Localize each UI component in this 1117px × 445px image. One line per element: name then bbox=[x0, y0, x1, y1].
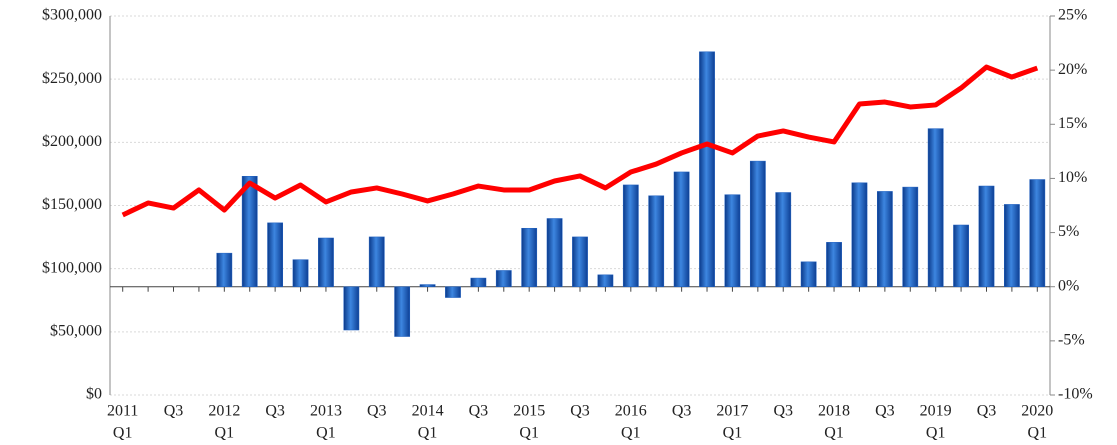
x-tick-label: Q1 bbox=[418, 425, 438, 442]
x-tick-label: Q3 bbox=[977, 403, 997, 420]
y-tick-label: $250,000 bbox=[42, 70, 102, 87]
bar bbox=[749, 160, 766, 287]
x-year-label: 2020 bbox=[1021, 403, 1053, 420]
x-tick-label: Q3 bbox=[875, 403, 895, 420]
x-tick-label: Q1 bbox=[723, 425, 743, 442]
bar bbox=[1029, 179, 1046, 287]
x-year-label: 2016 bbox=[615, 403, 647, 420]
bar bbox=[902, 186, 919, 287]
bar bbox=[445, 286, 461, 298]
x-year-label: 2018 bbox=[818, 403, 850, 420]
x-tick-label: Q1 bbox=[926, 425, 946, 442]
bar bbox=[673, 171, 690, 287]
bar bbox=[876, 191, 893, 287]
x-year-label: 2012 bbox=[208, 403, 240, 420]
x-year-label: 2017 bbox=[716, 403, 748, 420]
bar bbox=[978, 185, 995, 287]
y2-tick-label: 10% bbox=[1058, 169, 1087, 186]
bar bbox=[724, 194, 741, 287]
bar bbox=[546, 218, 563, 287]
bar bbox=[622, 184, 639, 287]
y2-tick-label: 15% bbox=[1058, 115, 1087, 132]
x-tick-label: Q1 bbox=[1028, 425, 1048, 442]
bar bbox=[572, 236, 588, 287]
bar bbox=[699, 51, 715, 287]
bar bbox=[292, 259, 309, 287]
bar bbox=[953, 224, 969, 287]
x-year-label: 2011 bbox=[107, 403, 138, 420]
y2-tick-label: 20% bbox=[1058, 61, 1087, 78]
bar bbox=[216, 252, 233, 287]
bar bbox=[648, 195, 665, 287]
y2-tick-label: -5% bbox=[1058, 332, 1085, 349]
x-tick-label: Q1 bbox=[621, 425, 641, 442]
bar bbox=[1004, 204, 1020, 287]
x-tick-label: Q1 bbox=[519, 425, 539, 442]
x-tick-label: Q1 bbox=[215, 425, 235, 442]
x-tick-label: Q1 bbox=[316, 425, 336, 442]
y-tick-label: $150,000 bbox=[42, 196, 102, 213]
x-year-label: 2014 bbox=[412, 403, 444, 420]
bar bbox=[267, 222, 284, 287]
bar bbox=[495, 270, 512, 287]
y-tick-label: $0 bbox=[86, 386, 102, 403]
x-tick-label: Q3 bbox=[672, 403, 692, 420]
bar bbox=[241, 176, 258, 287]
y2-tick-label: 25% bbox=[1058, 7, 1087, 24]
y-tick-label: $300,000 bbox=[42, 7, 102, 24]
x-tick-label: Q3 bbox=[265, 403, 285, 420]
bar bbox=[318, 237, 334, 287]
x-tick-label: Q3 bbox=[367, 403, 387, 420]
bar bbox=[470, 277, 487, 287]
bar bbox=[826, 242, 842, 287]
bar bbox=[851, 182, 868, 287]
bar bbox=[343, 286, 360, 331]
line bbox=[121, 64, 1039, 218]
bar bbox=[419, 284, 436, 287]
bar bbox=[394, 286, 411, 337]
y2-tick-label: 0% bbox=[1058, 277, 1079, 294]
x-tick-label: Q3 bbox=[164, 403, 184, 420]
x-tick-label: Q3 bbox=[773, 403, 793, 420]
bar bbox=[775, 192, 792, 287]
x-tick-label: Q3 bbox=[469, 403, 489, 420]
x-tick-label: Q3 bbox=[570, 403, 590, 420]
x-year-label: 2013 bbox=[310, 403, 342, 420]
x-year-label: 2015 bbox=[513, 403, 545, 420]
bar bbox=[800, 261, 817, 287]
y2-tick-label: -10% bbox=[1058, 386, 1093, 403]
y-tick-label: $50,000 bbox=[50, 323, 102, 340]
y-tick-label: $200,000 bbox=[42, 133, 102, 150]
bar bbox=[368, 236, 385, 287]
x-year-label: 2019 bbox=[920, 403, 952, 420]
bar bbox=[927, 128, 944, 287]
x-tick-label: Q1 bbox=[824, 425, 844, 442]
x-tick-label: Q1 bbox=[113, 425, 133, 442]
y2-tick-label: 5% bbox=[1058, 223, 1079, 240]
bar bbox=[521, 227, 538, 287]
y-tick-label: $100,000 bbox=[42, 259, 102, 276]
bar bbox=[597, 274, 614, 287]
